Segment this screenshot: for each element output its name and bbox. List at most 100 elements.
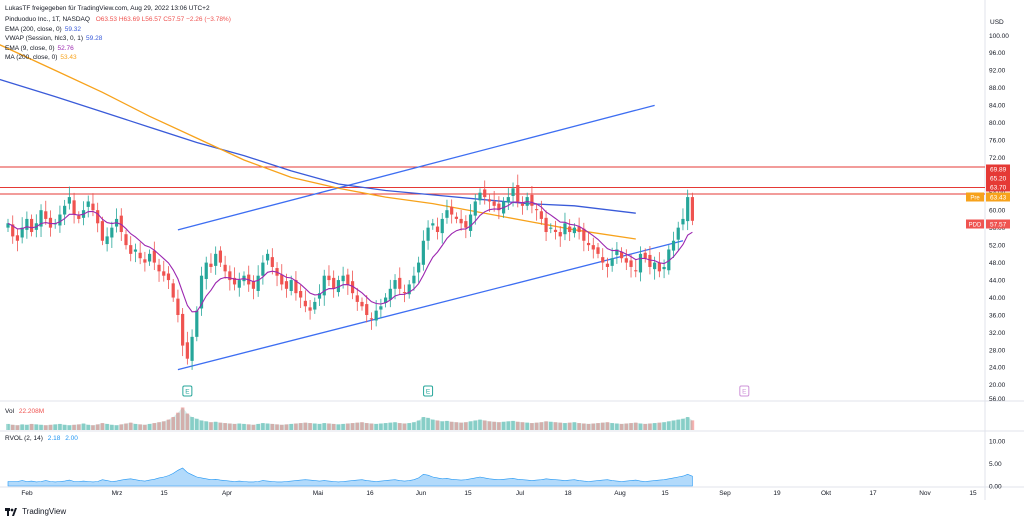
volume-bar <box>195 418 199 430</box>
earnings-marker <box>739 385 750 397</box>
volume-bar <box>67 425 72 430</box>
candle-body <box>20 227 24 238</box>
volume-bar <box>29 423 34 430</box>
volume-bar <box>478 419 482 430</box>
candle-body <box>667 249 671 271</box>
candle-body <box>563 223 567 235</box>
candle-body <box>497 203 501 211</box>
volume-bar <box>407 423 411 430</box>
candle-body <box>124 234 128 246</box>
candle-body <box>605 263 610 267</box>
volume-bar <box>199 420 204 430</box>
volume-bar <box>143 424 147 430</box>
candle-body <box>232 277 237 285</box>
candle-body <box>204 262 208 279</box>
price-badge-label: 57.57 <box>990 221 1007 228</box>
candle-body <box>596 247 600 254</box>
candle-body <box>280 274 284 285</box>
indicator-legend: Pinduoduo Inc., 1T, NASDAQ O63.53 H63.69… <box>5 15 231 63</box>
tradingview-logo-icon <box>5 507 17 516</box>
candle-body <box>539 211 543 219</box>
volume-bar <box>487 421 492 430</box>
candle-body <box>138 252 142 259</box>
candle-body <box>199 275 204 309</box>
time-tick-label: Feb <box>21 490 33 497</box>
legend-vwap[interactable]: VWAP (Session, hlc3, 0, 1) 59.28 <box>5 35 103 43</box>
price-badge <box>986 182 1010 192</box>
volume-bar <box>152 423 157 430</box>
legend-ema9[interactable]: EMA (9, close, 0) 52.76 <box>5 44 74 52</box>
volume-bar <box>289 423 293 430</box>
candle-body <box>162 271 166 276</box>
volume-bar <box>176 412 180 430</box>
candle-body <box>620 251 624 259</box>
volume-bar <box>53 424 57 430</box>
price-tick-label: 32.00 <box>989 330 1006 337</box>
candle-body <box>256 275 260 291</box>
currency-label: USD <box>990 19 1004 26</box>
candle-body <box>261 262 265 276</box>
volume-label[interactable]: Vol 22.208M <box>5 408 45 415</box>
candle-body <box>483 189 487 198</box>
volume-bar <box>374 423 378 430</box>
volume-bar <box>690 420 695 430</box>
price-tick-label: 80.00 <box>989 120 1006 127</box>
volume-bar <box>596 423 600 430</box>
time-tick-label: Okt <box>821 490 831 497</box>
tradingview-brand[interactable]: TradingView <box>5 507 66 516</box>
volume-bar <box>435 420 440 430</box>
volume-bar <box>671 420 676 430</box>
candle-body <box>67 197 71 204</box>
candle-body <box>572 227 576 234</box>
volume-bar <box>294 423 298 430</box>
legend-ema9-value: 52.76 <box>57 44 74 52</box>
time-tick-label: Apr <box>222 490 233 497</box>
candle-body <box>181 313 185 346</box>
volume-bar <box>147 423 152 430</box>
price-tick-label: 44.00 <box>989 277 1006 284</box>
candle-body <box>577 226 581 233</box>
candle-body <box>171 283 175 298</box>
volume-bar <box>279 424 284 430</box>
price-badge-label: 63.43 <box>990 194 1007 201</box>
legend-ma200[interactable]: MA (200, close, 0) 53.43 <box>5 54 77 62</box>
volume-bar <box>586 423 591 430</box>
legend-ema200[interactable]: EMA (200, close, 0) 59.32 <box>5 25 82 33</box>
rvol-label[interactable]: RVOL (2, 14) 2.18 2.00 <box>5 435 78 442</box>
candle-body <box>407 284 411 295</box>
price-tick-label: 48.00 <box>989 260 1006 267</box>
candle-body <box>48 217 53 228</box>
candle-body <box>615 249 619 255</box>
volume-bar <box>629 423 633 430</box>
rvol-area <box>7 467 693 487</box>
candle-body <box>657 262 661 272</box>
ema200-line <box>0 78 636 214</box>
time-tick-label: 16 <box>366 490 374 497</box>
volume-bar <box>369 423 374 430</box>
candle-body <box>445 210 449 218</box>
price-badge <box>986 173 1010 183</box>
price-tick-label: 60.00 <box>989 207 1006 214</box>
volume-bar <box>520 422 525 430</box>
symbol-row[interactable]: Pinduoduo Inc., 1T, NASDAQ O63.53 H63.69… <box>5 15 231 25</box>
candle-body <box>228 271 232 281</box>
volume-bar <box>468 421 473 430</box>
volume-bar <box>331 423 336 430</box>
legend-ma200-value: 53.43 <box>60 54 77 62</box>
candle-body <box>535 209 539 211</box>
volume-bar <box>525 422 529 430</box>
volume-bar <box>600 422 605 430</box>
earnings-marker <box>423 385 434 397</box>
volume-bar <box>114 425 119 430</box>
volume-bar <box>388 422 393 430</box>
candle-body <box>676 227 680 240</box>
volume-bar <box>237 423 242 430</box>
candle-body <box>11 224 15 237</box>
volume-bar <box>615 423 619 430</box>
candle-body <box>63 205 67 215</box>
candle-body <box>119 215 123 233</box>
volume-bar <box>308 423 312 430</box>
candle-body <box>133 249 138 252</box>
candle-body <box>270 257 274 267</box>
